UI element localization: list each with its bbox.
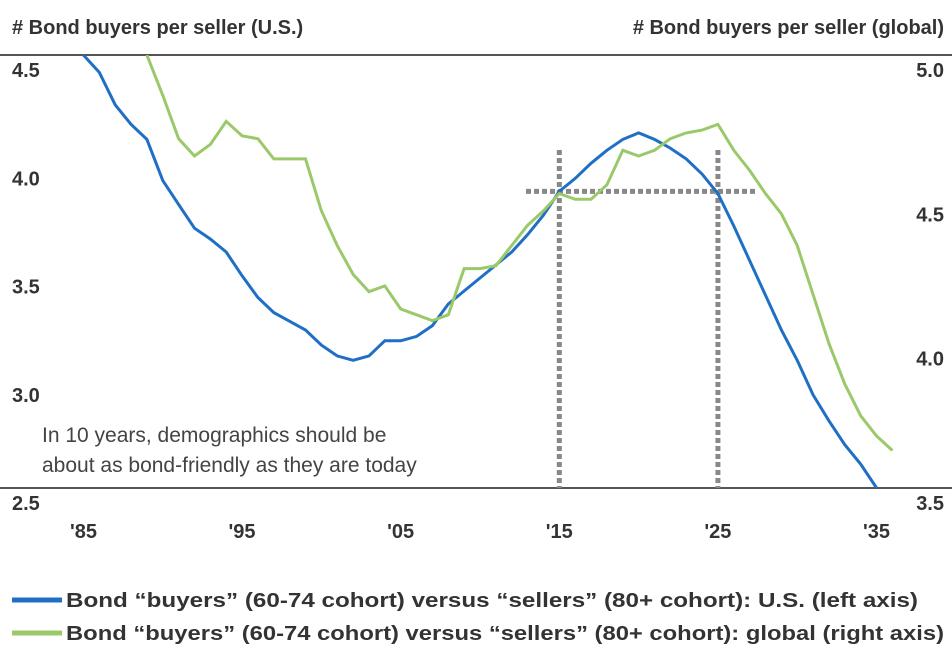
y-tick-label: 4.0 xyxy=(12,168,40,190)
x-tick-label: '05 xyxy=(387,521,414,543)
y-tick-label: 3.5 xyxy=(12,277,40,299)
series-line xyxy=(82,55,878,488)
x-tick-label: '25 xyxy=(704,521,731,543)
legend-label: Bond “buyers” (60-74 cohort) versus “sel… xyxy=(66,590,918,612)
y2-tick-label: 3.5 xyxy=(916,493,944,515)
x-tick-label: '95 xyxy=(229,521,256,543)
annotation: In 10 years, demographics should be xyxy=(42,424,386,447)
plot-lines xyxy=(82,55,894,488)
y-axis-title: # Bond buyers per seller (U.S.) xyxy=(12,17,303,39)
y-tick-label: 2.5 xyxy=(12,493,40,515)
x-tick-label: '85 xyxy=(70,521,97,543)
y2-tick-label: 5.0 xyxy=(916,60,944,82)
x-tick-label: '35 xyxy=(863,521,890,543)
legend-label: Bond “buyers” (60-74 cohort) versus “sel… xyxy=(66,623,944,645)
y2-axis-title: # Bond buyers per seller (global) xyxy=(633,17,944,39)
series-line xyxy=(145,55,894,452)
x-tick-label: '15 xyxy=(546,521,573,543)
y-tick-label: 3.0 xyxy=(12,385,40,407)
y2-tick-label: 4.5 xyxy=(916,204,944,226)
annotation: about as bond-friendly as they are today xyxy=(42,454,417,477)
y2-tick-label: 4.0 xyxy=(916,349,944,371)
y-tick-label: 4.5 xyxy=(12,60,40,82)
